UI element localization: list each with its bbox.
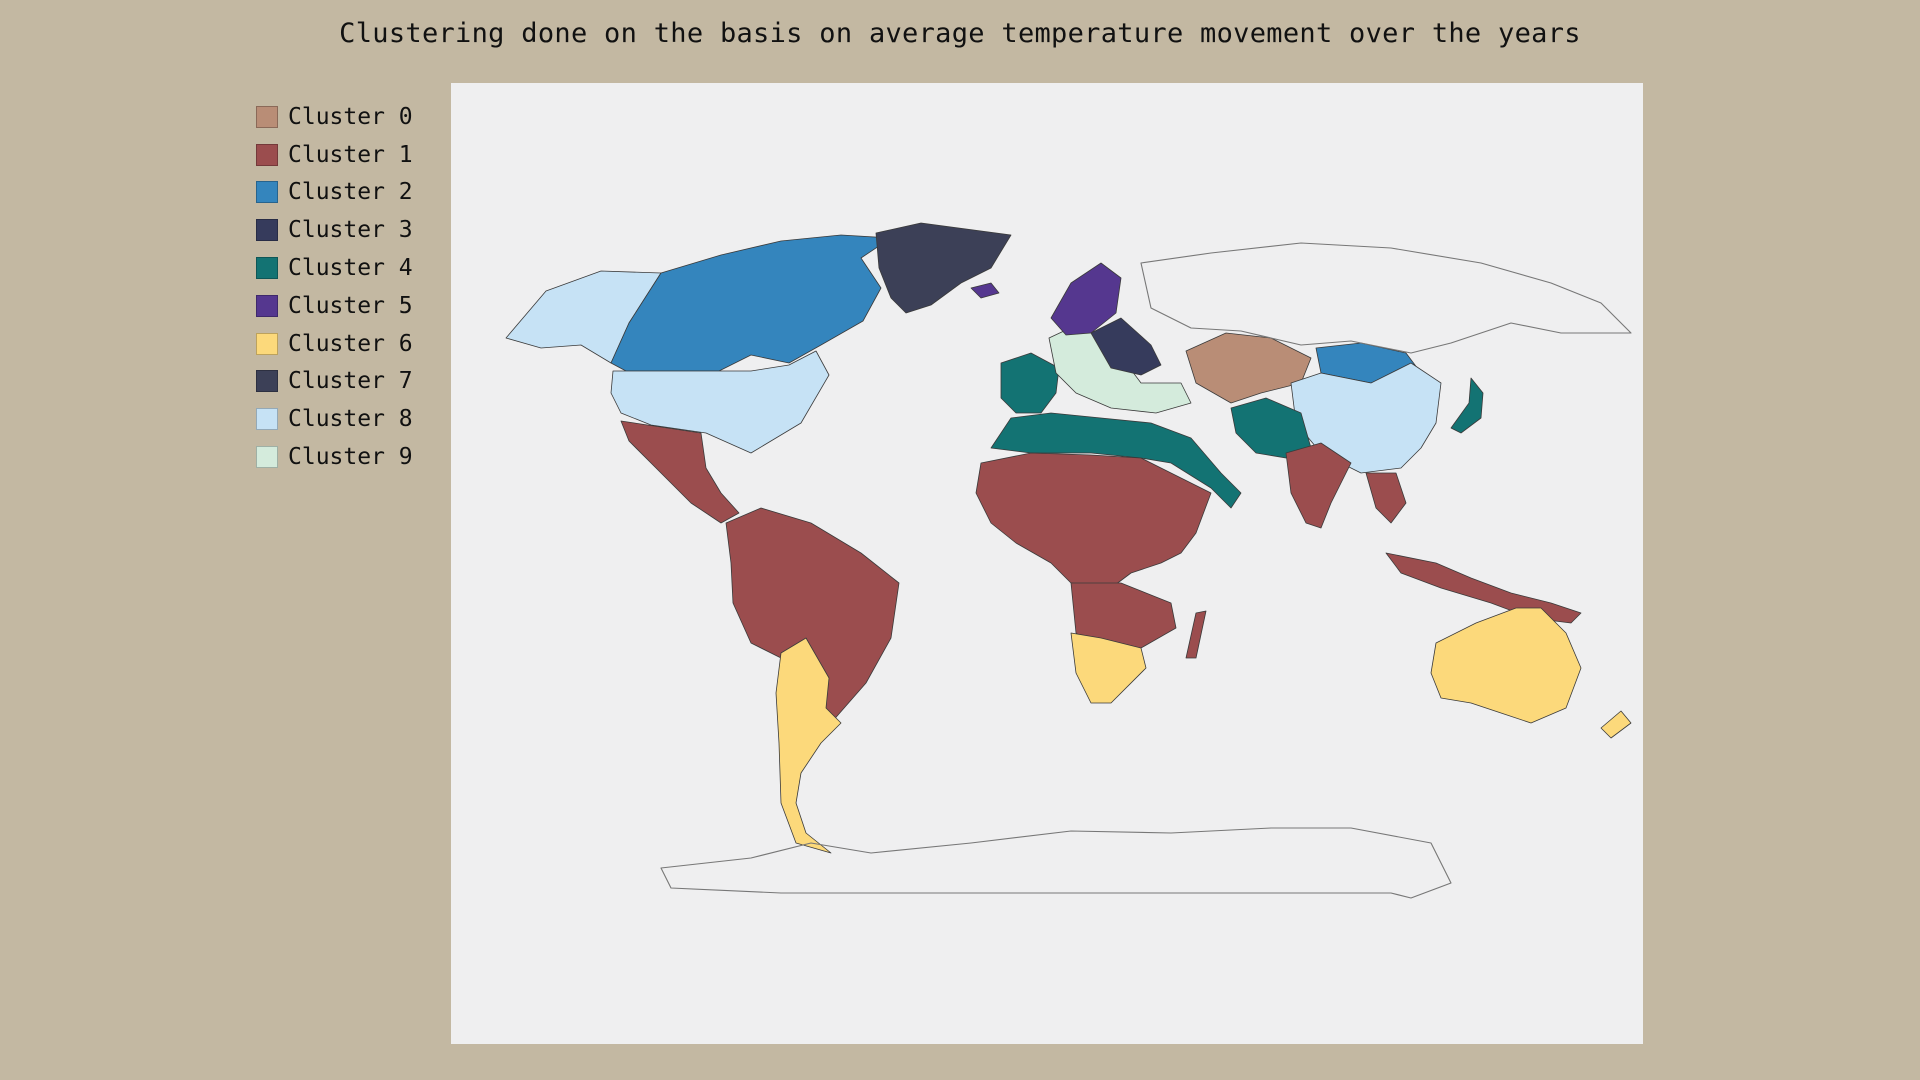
legend-label: Cluster 3 — [288, 217, 413, 244]
chart-title: Clustering done on the basis on average … — [339, 18, 1581, 49]
world-map[interactable] — [451, 83, 1643, 1044]
legend-swatch — [256, 181, 278, 204]
legend-swatch — [256, 408, 278, 431]
legend-item-cluster-8[interactable]: Cluster 8 — [256, 400, 413, 438]
legend-swatch — [256, 105, 278, 128]
legend-swatch — [256, 294, 278, 317]
region-south-america-north[interactable] — [725, 507, 900, 724]
region-north-africa-middle-east[interactable] — [990, 412, 1242, 509]
region-africa[interactable] — [975, 452, 1212, 589]
legend-swatch — [256, 370, 278, 393]
region-mexico[interactable] — [620, 420, 740, 524]
region-canada[interactable] — [610, 234, 892, 372]
legend: Cluster 0 Cluster 1 Cluster 2 Cluster 3 … — [256, 98, 413, 476]
region-madagascar[interactable] — [1185, 610, 1207, 659]
legend-label: Cluster 1 — [288, 141, 413, 168]
region-iceland[interactable] — [970, 282, 1000, 299]
legend-item-cluster-5[interactable]: Cluster 5 — [256, 287, 413, 325]
region-eastern-europe[interactable] — [1090, 317, 1162, 376]
legend-swatch — [256, 446, 278, 469]
region-usa[interactable] — [610, 350, 830, 454]
legend-label: Cluster 5 — [288, 292, 413, 319]
legend-item-cluster-6[interactable]: Cluster 6 — [256, 325, 413, 363]
region-scandinavia[interactable] — [1050, 262, 1122, 336]
legend-swatch — [256, 143, 278, 166]
world-map-svg — [505, 222, 1632, 899]
legend-item-cluster-0[interactable]: Cluster 0 — [256, 98, 413, 136]
region-south-africa[interactable] — [1070, 632, 1147, 704]
region-argentina-chile[interactable] — [775, 637, 842, 854]
legend-label: Cluster 7 — [288, 368, 413, 395]
region-greenland[interactable] — [875, 222, 1012, 314]
region-new-zealand[interactable] — [1600, 710, 1632, 739]
region-japan[interactable] — [1450, 377, 1484, 434]
legend-swatch — [256, 219, 278, 242]
legend-item-cluster-2[interactable]: Cluster 2 — [256, 174, 413, 212]
legend-label: Cluster 0 — [288, 103, 413, 130]
legend-item-cluster-1[interactable]: Cluster 1 — [256, 136, 413, 174]
region-australia[interactable] — [1430, 607, 1582, 724]
region-southeast-asia[interactable] — [1365, 472, 1407, 524]
region-europe-west[interactable] — [1000, 352, 1060, 414]
region-siberia-outline — [1140, 242, 1632, 354]
legend-item-cluster-7[interactable]: Cluster 7 — [256, 363, 413, 401]
legend-label: Cluster 2 — [288, 179, 413, 206]
legend-label: Cluster 4 — [288, 255, 413, 282]
legend-swatch — [256, 257, 278, 280]
region-india[interactable] — [1285, 442, 1352, 529]
legend-item-cluster-9[interactable]: Cluster 9 — [256, 438, 413, 476]
region-antarctica-outline — [660, 827, 1452, 899]
legend-label: Cluster 9 — [288, 444, 413, 471]
legend-item-cluster-4[interactable]: Cluster 4 — [256, 249, 413, 287]
legend-item-cluster-3[interactable]: Cluster 3 — [256, 211, 413, 249]
region-indonesia[interactable] — [1385, 552, 1582, 624]
legend-label: Cluster 8 — [288, 406, 413, 433]
legend-label: Cluster 6 — [288, 330, 413, 357]
legend-swatch — [256, 332, 278, 355]
